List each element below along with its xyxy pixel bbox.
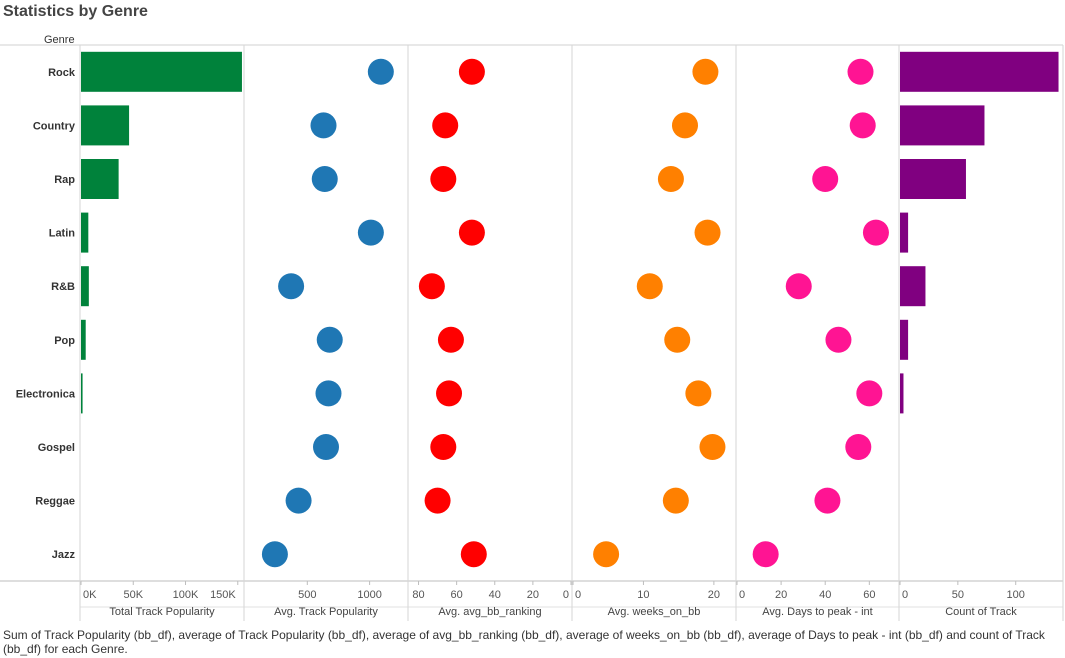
avg_weeks-point-gospel	[699, 434, 726, 460]
avg_days-point-reggae	[814, 487, 841, 514]
avg_weeks-point-reggae	[662, 487, 689, 514]
avg_rank-point-gospel	[430, 434, 457, 460]
sum_pop-tick-label-3: 150K	[210, 589, 236, 601]
avg_rank-point-latin	[458, 219, 485, 246]
row-header-genre: Genre	[44, 34, 75, 46]
avg_rank-tick-label-4: 0	[563, 589, 569, 601]
avg_pop-axis-label: Avg. Track Popularity	[274, 606, 378, 618]
avg_days-tick-label-1: 20	[775, 589, 787, 601]
avg_days-point-r-b	[785, 273, 812, 300]
genre-label-jazz: Jazz	[52, 549, 76, 561]
sum_pop-bar-r-b	[81, 266, 89, 307]
genre-label-gospel: Gospel	[38, 442, 75, 454]
count-bar-country	[900, 105, 985, 146]
sum_pop-bar-electronica	[81, 373, 83, 414]
avg_weeks-point-rock	[692, 58, 719, 85]
avg_days-point-latin	[862, 219, 889, 246]
sum_pop-bar-pop	[81, 319, 86, 360]
avg_pop-point-electronica	[315, 380, 342, 407]
avg_days-point-pop	[825, 326, 852, 353]
avg_weeks-tick-label-0: 0	[575, 589, 581, 601]
chart-title: Statistics by Genre	[3, 3, 148, 20]
genre-label-electronica: Electronica	[16, 388, 76, 400]
avg_days-point-country	[849, 112, 876, 139]
genre-label-r-b: R&B	[51, 281, 75, 293]
count-bar-rock	[900, 51, 1059, 92]
genre-label-rap: Rap	[54, 174, 75, 186]
avg_days-tick-label-3: 60	[863, 589, 875, 601]
avg_days-axis-label: Avg. Days to peak - int	[762, 606, 872, 618]
avg_weeks-point-rap	[657, 166, 684, 192]
avg_pop-point-country	[310, 112, 337, 139]
genre-label-pop: Pop	[54, 335, 75, 347]
avg_days-tick-label-2: 40	[819, 589, 831, 601]
avg_pop-point-latin	[357, 219, 384, 246]
count-bar-pop	[900, 319, 909, 360]
avg_weeks-point-jazz	[593, 541, 620, 568]
sum_pop-bar-rap	[81, 159, 119, 199]
sum_pop-tick-label-0: 0K	[83, 589, 97, 601]
avg_pop-point-rap	[311, 166, 338, 192]
avg_rank-point-pop	[437, 326, 464, 353]
avg_rank-tick-label-1: 60	[451, 589, 463, 601]
avg_rank-tick-label-2: 40	[489, 589, 501, 601]
sum_pop-tick-label-2: 100K	[173, 589, 199, 601]
avg_days-point-rock	[847, 58, 874, 85]
avg_pop-point-r-b	[278, 273, 305, 300]
count-bar-electronica	[900, 373, 904, 414]
count-bar-latin	[900, 212, 909, 253]
avg_rank-axis-label: Avg. avg_bb_ranking	[438, 606, 541, 618]
avg_days-point-electronica	[856, 380, 883, 407]
avg_weeks-point-electronica	[685, 380, 712, 407]
avg_days-point-jazz	[752, 541, 779, 568]
sum_pop-tick-label-1: 50K	[123, 589, 143, 601]
avg_rank-tick-label-3: 20	[527, 589, 539, 601]
sum_pop-axis-label: Total Track Popularity	[109, 606, 215, 618]
sum_pop-bar-latin	[81, 212, 89, 253]
count-tick-label-0: 0	[902, 589, 908, 601]
avg_rank-tick-label-0: 80	[412, 589, 424, 601]
count-bar-r-b	[900, 266, 926, 307]
avg_weeks-point-country	[671, 112, 698, 139]
avg_days-point-gospel	[845, 434, 872, 460]
avg_rank-point-country	[432, 112, 459, 139]
avg_weeks-point-pop	[664, 326, 691, 353]
genre-label-latin: Latin	[49, 228, 76, 240]
avg_weeks-axis-label: Avg. weeks_on_bb	[608, 606, 701, 618]
avg_rank-point-r-b	[418, 273, 445, 300]
avg_pop-tick-label-1: 1000	[357, 589, 381, 601]
count-bar-rap	[900, 159, 966, 199]
avg_pop-point-pop	[316, 326, 343, 353]
avg_pop-point-reggae	[285, 487, 312, 514]
genre-statistics-chart: Genre Rock Country Rap Latin R&B Pop Electronic…	[0, 34, 1064, 621]
avg_weeks-point-latin	[694, 219, 721, 246]
avg_days-point-rap	[812, 166, 839, 192]
chart-caption: Sum of Track Popularity (bb_df), average…	[3, 628, 1045, 656]
avg_weeks-tick-label-2: 20	[708, 589, 720, 601]
count-tick-label-1: 50	[952, 589, 964, 601]
genre-label-reggae: Reggae	[35, 496, 75, 508]
avg_rank-point-rap	[430, 166, 457, 192]
avg_pop-point-jazz	[261, 541, 288, 568]
sum_pop-bar-rock	[81, 51, 242, 92]
genre-label-rock: Rock	[48, 67, 76, 79]
avg_pop-point-rock	[367, 58, 394, 85]
genre-label-country: Country	[33, 120, 76, 132]
avg_weeks-point-r-b	[636, 273, 663, 300]
avg_rank-point-jazz	[460, 541, 487, 568]
sum_pop-bar-country	[81, 105, 130, 146]
avg_rank-point-rock	[458, 58, 485, 85]
avg_weeks-tick-label-1: 10	[637, 589, 649, 601]
avg_rank-point-electronica	[436, 380, 463, 407]
avg_days-tick-label-0: 0	[739, 589, 745, 601]
avg_pop-point-gospel	[313, 434, 339, 460]
avg_rank-point-reggae	[424, 487, 451, 514]
avg_pop-tick-label-0: 500	[298, 589, 316, 601]
count-tick-label-2: 100	[1007, 589, 1025, 601]
count-axis-label: Count of Track	[945, 606, 1017, 618]
